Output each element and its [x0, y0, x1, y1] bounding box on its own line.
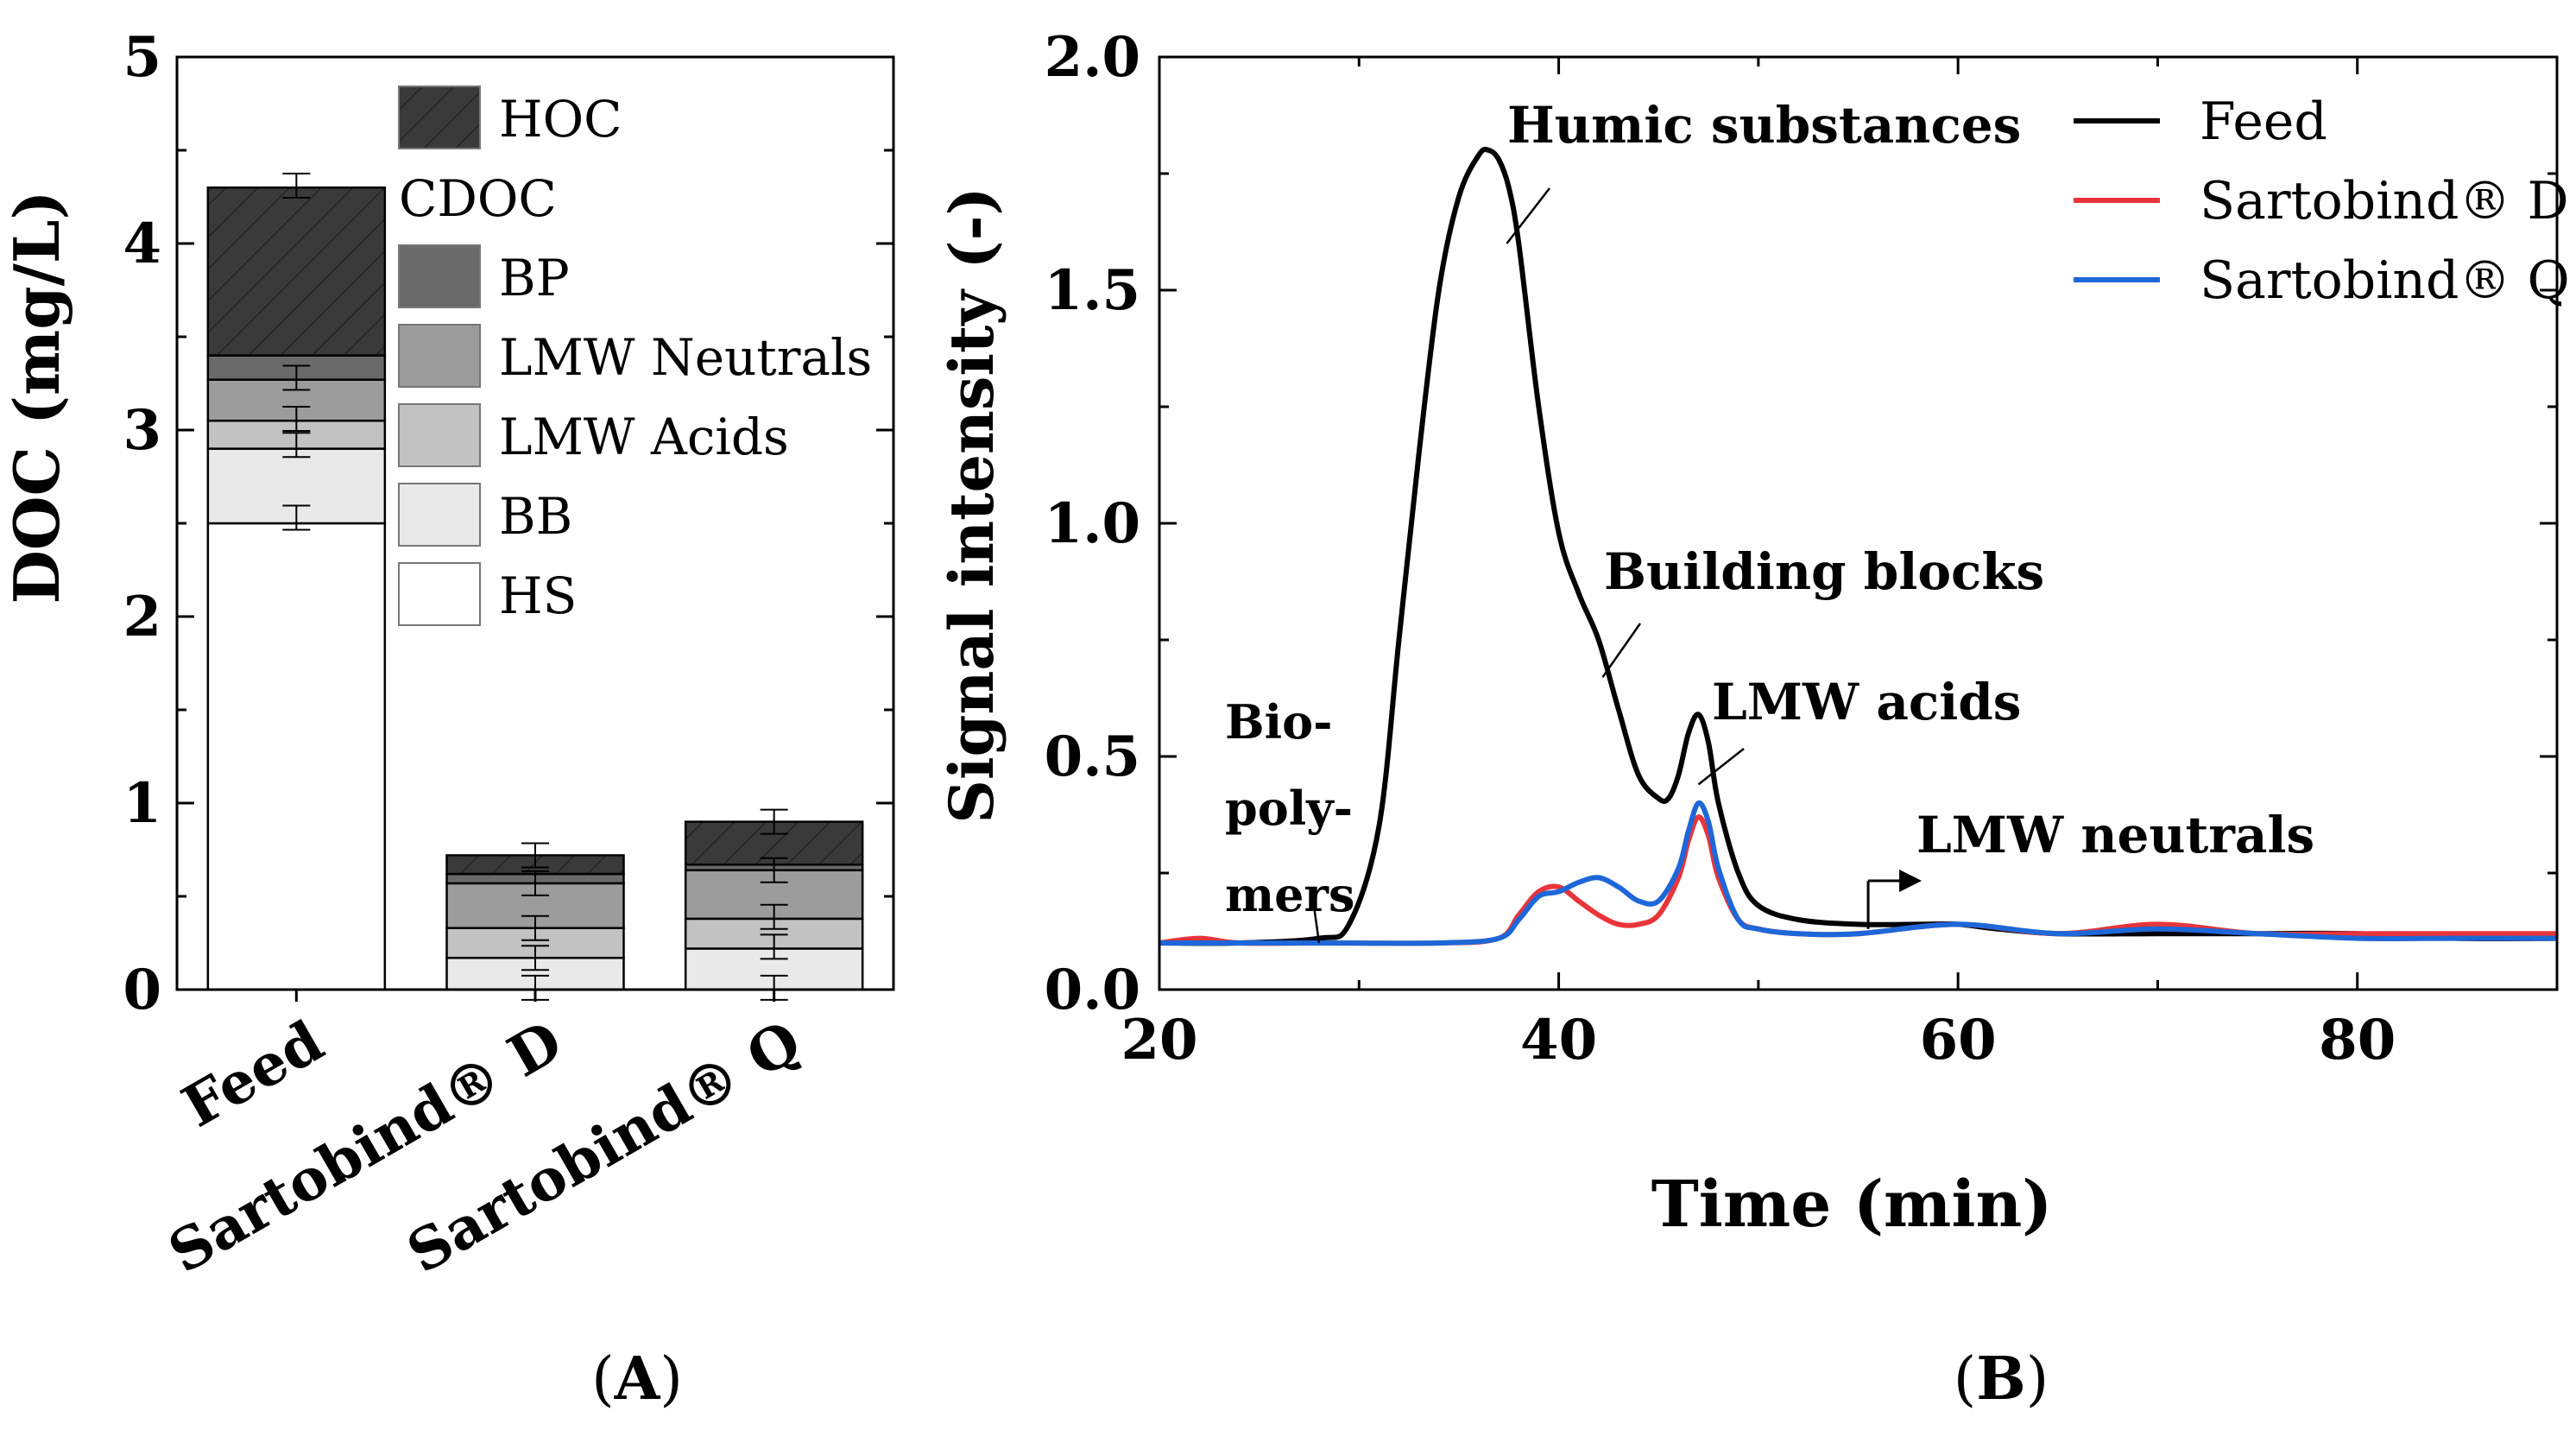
panel-b-annotations: Humic substances Building blocks LMW acids… — [1225, 96, 2314, 944]
x-tick-label: 60 — [1920, 1008, 1997, 1072]
annotation-leader-humic-substances — [1506, 187, 1550, 244]
annotation-mers: mers — [1225, 867, 1354, 922]
legend-swatch-lmw-neutrals — [398, 324, 481, 388]
legend-label-bb: BB — [499, 487, 572, 546]
panel-b-chart: 0.0 0.5 1.0 1.5 2.0 20 40 60 80 Time (min) Sign… — [936, 25, 2570, 1414]
x-tick-label-sartobind-d: Sartobind® D — [157, 1007, 573, 1286]
y-tick-label: 4 — [123, 212, 161, 276]
panel-a-legend: HOC CDOC BP LMW Neutrals LMW Acids BB HS — [398, 85, 872, 626]
legend-swatch-hoc — [398, 85, 481, 149]
panel-a-y-axis-label: DOC (mg/L) — [0, 190, 73, 604]
line-sartobind-q — [1159, 800, 2557, 946]
y-tick-label: 2.0 — [1045, 25, 1140, 90]
legend-label-lmw-neutrals: LMW Neutrals — [499, 328, 872, 387]
legend-swatch-bp — [398, 244, 481, 308]
y-tick-label: 0 — [123, 958, 161, 1022]
panel-b-y-axis: 0.0 0.5 1.0 1.5 2.0 — [1045, 25, 2557, 1022]
annotation-humic-substances: Humic substances — [1507, 96, 2021, 155]
legend-label-feed: Feed — [2200, 92, 2327, 152]
panel-b-series-lines — [1159, 146, 2558, 946]
panel-a-y-axis: 0 1 2 3 4 5 — [123, 25, 893, 1022]
lmw-neutrals-arrow-head — [1899, 870, 1923, 892]
legend-label-lmw-acids: LMW Acids — [499, 408, 789, 466]
x-tick-label: 80 — [2319, 1008, 2396, 1072]
x-tick-label-sartobind-q: Sartobind® Q — [396, 1007, 812, 1286]
panel-a-caption: (A) — [591, 1345, 683, 1414]
y-tick-label: 2 — [123, 585, 161, 649]
legend-swatch-lmw-acids — [398, 403, 481, 467]
annotation-poly: poly- — [1225, 781, 1353, 836]
panel-b-x-axis-label: Time (min) — [1651, 1167, 2053, 1242]
panel-b-caption: (B) — [1954, 1345, 2049, 1414]
legend-swatch-bb — [398, 483, 481, 547]
bar-feed-hoc — [206, 186, 387, 357]
legend-label-sartobind-d: Sartobind® D — [2200, 171, 2569, 231]
annotation-leader-mers — [1311, 899, 1321, 944]
panel-b-y-axis-label: Signal intensity (-) — [936, 187, 1007, 823]
y-tick-label: 0.5 — [1045, 724, 1140, 789]
y-tick-label: 1.0 — [1045, 491, 1140, 556]
legend-swatch-hs — [398, 562, 481, 626]
annotation-bio: Bio- — [1225, 694, 1333, 750]
panel-b-x-axis: 20 40 60 80 — [1121, 57, 2396, 1072]
panel-b-legend: Feed Sartobind® D Sartobind® Q — [2074, 92, 2570, 311]
annotation-building-blocks: Building blocks — [1604, 542, 2044, 601]
x-tick-label: 20 — [1121, 1008, 1197, 1072]
y-tick-label: 1 — [123, 771, 161, 836]
x-tick-label-feed: Feed — [171, 1007, 334, 1140]
y-tick-label: 1.5 — [1045, 258, 1140, 323]
bar-feed-hs — [206, 522, 387, 991]
x-tick-label: 40 — [1520, 1008, 1597, 1072]
y-tick-label: 0.0 — [1045, 958, 1140, 1022]
legend-group-label: CDOC — [399, 169, 557, 228]
legend-label-bp: BP — [499, 249, 570, 307]
y-tick-label: 3 — [123, 398, 161, 463]
panel-a-error-bars — [282, 173, 788, 1001]
legend-label-hs: HS — [499, 566, 577, 625]
annotation-lmw-neutrals: LMW neutrals — [1916, 806, 2314, 864]
annotation-lmw-acids: LMW acids — [1712, 673, 2021, 731]
legend-label-hoc: HOC — [499, 90, 622, 149]
annotation-leader-building-blocks — [1601, 623, 1642, 678]
y-tick-label: 5 — [123, 25, 161, 90]
annotation-leader-lmw-acids — [1697, 748, 1745, 786]
legend-label-sartobind-q: Sartobind® Q — [2200, 250, 2570, 311]
